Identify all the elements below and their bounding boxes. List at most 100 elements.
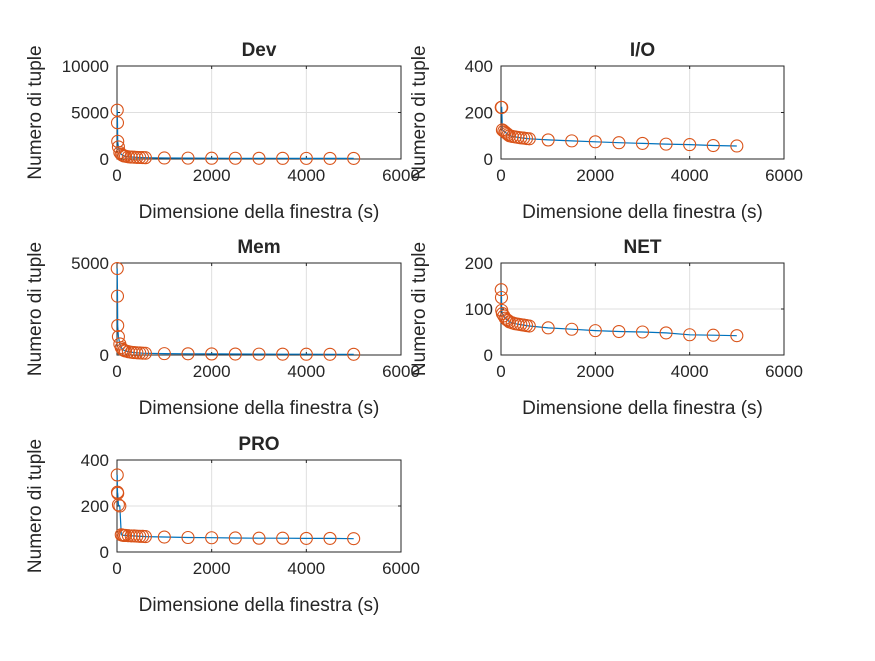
x-tick-label: 0 — [496, 166, 505, 185]
data-point — [541, 133, 555, 147]
data-point — [299, 151, 313, 165]
x-tick-label: 6000 — [382, 362, 420, 381]
data-point — [498, 311, 512, 325]
x-tick-label: 4000 — [671, 362, 709, 381]
data-point — [138, 346, 152, 360]
data-point — [205, 531, 219, 545]
data-point — [347, 151, 361, 165]
x-tick-label: 2000 — [576, 166, 614, 185]
data-point — [299, 531, 313, 545]
data-point — [494, 283, 508, 297]
data-point — [323, 531, 337, 545]
x-tick-label: 0 — [112, 362, 121, 381]
subplot-mem: 0 2000 4000 6000 0 5000 Mem Dimensione della fi… — [25, 237, 420, 419]
data-point — [347, 347, 361, 361]
data-point — [323, 347, 337, 361]
data-point — [730, 329, 744, 343]
y-axis-label: Numero di tuple — [25, 242, 46, 376]
y-tick-label: 200 — [465, 254, 493, 273]
data-point — [110, 289, 125, 303]
x-tick-label: 4000 — [287, 166, 325, 185]
data-point — [113, 499, 127, 513]
chart-title: I/O — [630, 40, 655, 61]
x-axis-label: Dimensione della finestra (s) — [522, 398, 763, 419]
data-point — [730, 139, 744, 153]
data-point — [110, 261, 124, 276]
data-point — [228, 347, 242, 361]
data-point — [181, 347, 195, 361]
x-tick-label: 6000 — [765, 166, 803, 185]
x-tick-label: 2000 — [576, 362, 614, 381]
y-tick-label: 0 — [100, 150, 109, 169]
y-axis-label: Numero di tuple — [25, 45, 46, 179]
data-point — [323, 151, 337, 165]
subplot-net: 0 2000 4000 6000 0 100 200 NET Dimensione della … — [409, 237, 803, 419]
x-tick-label: 0 — [496, 362, 505, 381]
y-tick-label: 400 — [465, 57, 493, 76]
data-point — [157, 530, 171, 544]
y-tick-label: 400 — [81, 451, 109, 470]
data-point — [130, 150, 144, 164]
data-point — [124, 529, 138, 543]
x-tick-label: 6000 — [382, 166, 420, 185]
x-axis-label: Dimensione della finestra (s) — [522, 202, 763, 223]
x-tick-label: 6000 — [382, 559, 420, 578]
data-point — [138, 530, 152, 544]
data-point — [228, 531, 242, 545]
x-tick-label: 6000 — [765, 362, 803, 381]
data-point — [659, 326, 673, 340]
data-point — [133, 150, 147, 165]
y-tick-label: 0 — [100, 346, 109, 365]
data-point — [111, 498, 125, 512]
x-tick-label: 4000 — [287, 559, 325, 578]
data-point — [612, 324, 626, 339]
data-point — [276, 151, 290, 165]
y-axis-label: Numero di tuple — [25, 439, 46, 573]
data-point — [205, 347, 219, 361]
x-axis-label: Dimensione della finestra (s) — [139, 202, 380, 223]
y-axis-label: Numero di tuple — [409, 242, 430, 376]
data-point — [133, 529, 147, 543]
x-axis-label: Dimensione della finestra (s) — [139, 398, 380, 419]
data-point — [138, 151, 152, 165]
y-tick-label: 5000 — [71, 104, 109, 123]
x-tick-label: 0 — [112, 166, 121, 185]
data-point — [252, 151, 266, 165]
data-point — [276, 531, 290, 545]
data-point — [683, 138, 697, 152]
data-point — [565, 134, 579, 148]
data-point — [495, 100, 509, 114]
data-point — [612, 136, 626, 150]
data-point — [181, 151, 195, 165]
x-tick-label: 4000 — [671, 166, 709, 185]
data-point — [683, 328, 697, 342]
data-point — [136, 151, 150, 165]
chart-title: Dev — [242, 40, 277, 61]
subplot-dev: 0 2000 4000 6000 0 5000 10000 Dev Dimensione del… — [25, 40, 420, 223]
data-point — [111, 319, 125, 333]
data-point — [157, 151, 171, 165]
y-tick-label: 200 — [81, 497, 109, 516]
data-point — [706, 138, 720, 153]
y-tick-label: 0 — [484, 346, 493, 365]
plot-area — [117, 263, 401, 355]
data-point — [541, 321, 555, 335]
data-point — [635, 325, 650, 339]
data-point — [110, 103, 124, 117]
data-point — [659, 137, 673, 151]
subplot-i-o: 0 2000 4000 6000 0 200 400 I/O Dimensione della … — [409, 40, 803, 223]
data-point — [347, 532, 361, 546]
data-point — [205, 151, 219, 165]
data-point — [110, 116, 125, 130]
data-point — [494, 290, 509, 305]
data-point — [276, 347, 290, 361]
data-point — [110, 468, 124, 482]
data-point — [565, 322, 579, 336]
data-point — [228, 151, 242, 165]
data-point — [157, 347, 171, 361]
data-point — [706, 328, 720, 342]
y-tick-label: 10000 — [62, 57, 109, 76]
y-tick-label: 200 — [465, 104, 493, 123]
data-point — [299, 347, 313, 361]
